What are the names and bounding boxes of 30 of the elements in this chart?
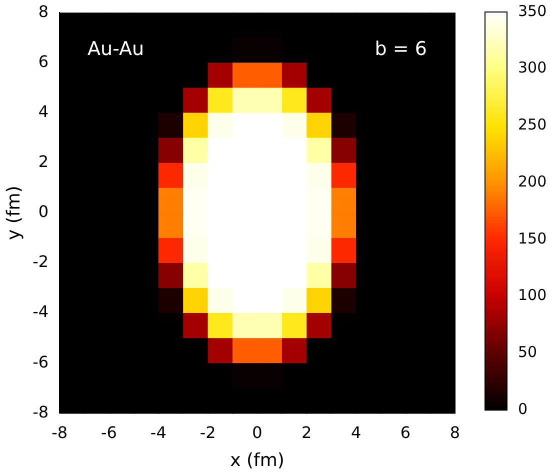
x-tick-label: 4 xyxy=(350,422,362,442)
y-tick-label: 2 xyxy=(38,152,49,171)
x-tick-label: -4 xyxy=(150,422,166,442)
x-tick-label: -6 xyxy=(100,422,117,442)
color-bar-label: 250 xyxy=(518,116,547,134)
x-tick-label: 2 xyxy=(302,422,312,442)
color-bar-label: 0 xyxy=(518,400,528,418)
x-tick-label: -2 xyxy=(200,422,216,442)
color-bar-label: 350 xyxy=(518,2,547,20)
y-tick-label: -4 xyxy=(32,302,49,322)
color-bar-label: 150 xyxy=(518,229,547,248)
annotation: Au-Au xyxy=(88,38,144,60)
x-axis-title: x (fm) xyxy=(230,450,284,471)
y-axis-title: y (fm) xyxy=(3,186,24,240)
x-tick-label: 6 xyxy=(400,422,411,442)
y-tick-label: -2 xyxy=(32,252,49,272)
color-bar-label: 100 xyxy=(518,286,547,304)
x-tick-label: 8 xyxy=(450,422,460,442)
x-tick-label: -8 xyxy=(52,422,68,442)
y-tick-label: -8 xyxy=(32,402,49,422)
annotation: b = 6 xyxy=(374,38,427,60)
color-bar-label: 200 xyxy=(518,172,547,190)
y-tick-label: 0 xyxy=(38,202,49,222)
y-tick-label: 6 xyxy=(38,52,49,71)
y-tick-label: -6 xyxy=(32,352,49,372)
x-tick-label: 0 xyxy=(252,422,262,442)
y-tick-label: 4 xyxy=(38,102,49,121)
color-bar-label: 300 xyxy=(518,58,547,77)
y-tick-label: 8 xyxy=(38,2,49,21)
color-bar-label: 50 xyxy=(518,343,538,362)
